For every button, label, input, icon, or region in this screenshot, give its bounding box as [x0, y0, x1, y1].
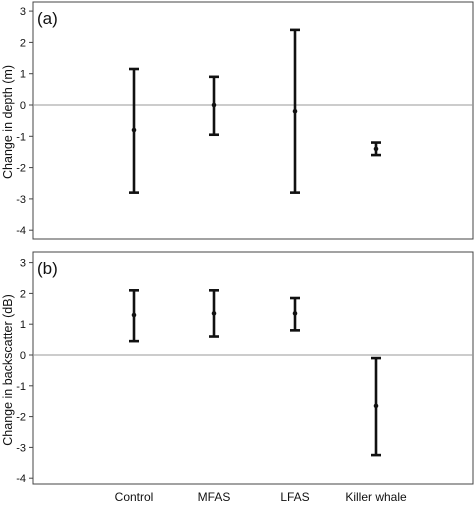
x-tick-label: Control [115, 490, 154, 504]
y-tick-label: 2 [20, 37, 26, 49]
y-tick-label: 0 [20, 350, 26, 362]
mean-point-lfas [292, 311, 298, 316]
panel-b-plot: -4 -3 -2 -1 0 1 2 3 [16, 258, 473, 485]
y-tick-label: 3 [20, 6, 26, 18]
y-tick-label: 1 [20, 319, 26, 331]
panel-b-ylabel: Change in backscatter (dB) [1, 294, 15, 445]
y-tick-label: 3 [20, 258, 26, 270]
y-tick-label: 2 [20, 288, 26, 300]
x-tick-label: MFAS [198, 490, 231, 504]
panel-a-label: (a) [37, 9, 58, 28]
mean-point-killer-whale [373, 403, 379, 409]
panel-b-frame [32, 251, 474, 485]
category-axis-labels: Control MFAS LFAS Killer whale [115, 490, 407, 504]
y-tick-label: -1 [16, 131, 26, 143]
y-tick-label: 1 [20, 69, 26, 81]
panel-b-label: (b) [37, 259, 58, 278]
x-tick-label: Killer whale [345, 490, 407, 504]
panel-a-plot: -4 -3 -2 -1 0 1 2 3 [16, 6, 473, 237]
y-tick-label: 0 [20, 100, 26, 112]
panel-a-ylabel: Change in depth (m) [1, 65, 15, 179]
y-tick-label: -4 [16, 473, 26, 485]
x-tick-label: LFAS [280, 490, 309, 504]
y-tick-label: -2 [16, 412, 26, 424]
y-tick-label: -2 [16, 163, 26, 175]
panel-a-frame [32, 1, 474, 240]
y-tick-label: -4 [16, 225, 26, 237]
y-tick-label: -3 [16, 194, 26, 206]
mean-point-control [131, 312, 137, 318]
mean-point-lfas [292, 108, 298, 114]
mean-point-control [131, 127, 137, 133]
mean-point-mfas [211, 311, 217, 316]
y-tick-label: -1 [16, 381, 26, 393]
y-tick-label: -3 [16, 442, 26, 454]
mean-point-mfas [211, 102, 217, 108]
mean-point-killer-whale [373, 146, 379, 152]
